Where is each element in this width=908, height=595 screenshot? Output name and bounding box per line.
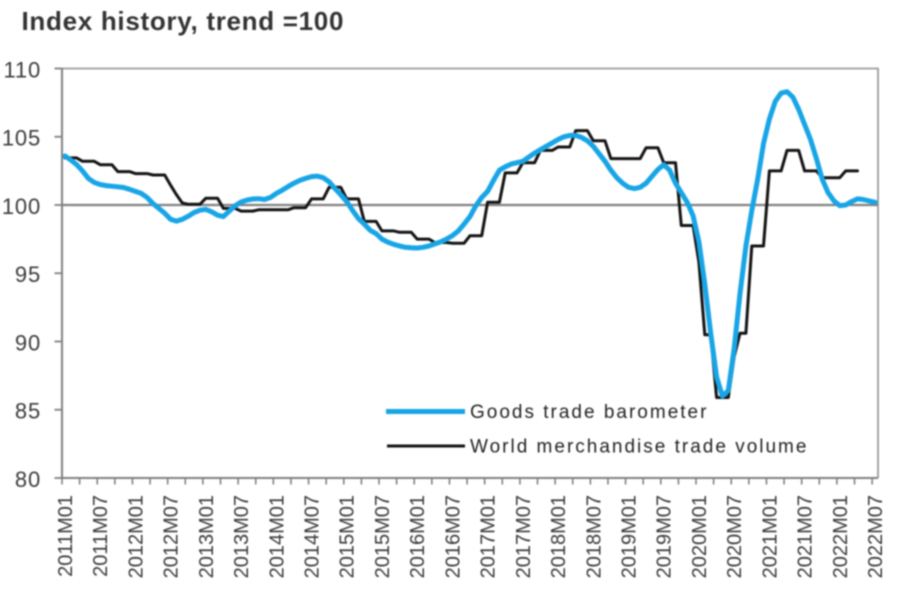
svg-text:2022M01: 2022M01 bbox=[830, 495, 852, 578]
svg-text:90: 90 bbox=[15, 330, 41, 355]
svg-text:2019M07: 2019M07 bbox=[654, 495, 676, 578]
svg-text:2015M07: 2015M07 bbox=[372, 495, 394, 578]
svg-text:85: 85 bbox=[15, 399, 41, 424]
svg-text:2021M07: 2021M07 bbox=[795, 495, 817, 578]
svg-text:2021M01: 2021M01 bbox=[759, 495, 781, 578]
svg-text:2015M01: 2015M01 bbox=[337, 495, 359, 578]
svg-text:80: 80 bbox=[15, 467, 41, 492]
svg-text:2018M01: 2018M01 bbox=[548, 495, 570, 578]
svg-text:95: 95 bbox=[15, 262, 41, 287]
svg-text:2016M01: 2016M01 bbox=[407, 495, 429, 578]
svg-text:2020M01: 2020M01 bbox=[689, 495, 711, 578]
svg-text:2012M01: 2012M01 bbox=[125, 495, 147, 578]
svg-text:2012M07: 2012M07 bbox=[161, 495, 183, 578]
svg-text:2019M01: 2019M01 bbox=[619, 495, 641, 578]
svg-text:2011M01: 2011M01 bbox=[55, 495, 77, 577]
svg-text:2014M01: 2014M01 bbox=[266, 495, 288, 578]
svg-text:2013M01: 2013M01 bbox=[196, 495, 218, 578]
svg-text:World merchandise trade volume: World merchandise trade volume bbox=[470, 437, 808, 458]
svg-text:2020M07: 2020M07 bbox=[724, 495, 746, 578]
svg-text:2022M07: 2022M07 bbox=[865, 495, 887, 578]
svg-text:Index history, trend =100: Index history, trend =100 bbox=[22, 6, 345, 36]
svg-text:2016M07: 2016M07 bbox=[442, 495, 464, 578]
svg-text:2014M07: 2014M07 bbox=[302, 495, 324, 578]
svg-text:2013M07: 2013M07 bbox=[231, 495, 253, 578]
svg-text:2018M07: 2018M07 bbox=[583, 495, 605, 578]
svg-text:2011M07: 2011M07 bbox=[90, 495, 112, 577]
svg-text:2017M01: 2017M01 bbox=[478, 495, 500, 578]
svg-text:Goods trade barometer: Goods trade barometer bbox=[470, 402, 708, 423]
svg-text:110: 110 bbox=[4, 57, 41, 82]
svg-text:100: 100 bbox=[2, 194, 41, 219]
svg-text:105: 105 bbox=[2, 126, 41, 151]
svg-text:2017M07: 2017M07 bbox=[513, 495, 535, 578]
